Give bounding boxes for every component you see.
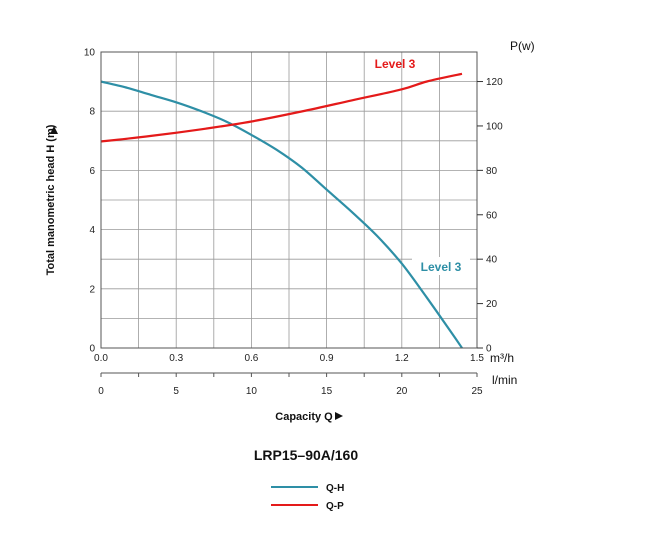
x-tick-label: 0.0 [94, 353, 108, 364]
secondary-x-tick-label: 25 [471, 386, 483, 397]
x-axis-title: Capacity Q [275, 411, 333, 423]
y-tick-label: 10 [84, 48, 96, 59]
y-tick-label: 6 [89, 166, 95, 177]
plot-frame [100, 51, 478, 349]
right-tick-label: 60 [486, 210, 498, 221]
right-tick-label: 80 [486, 166, 498, 177]
curves: Level 3 Level 3 [100, 57, 470, 349]
series-label-background [412, 257, 470, 275]
series-label-q-p: Level 3 [375, 57, 416, 71]
right-axis-title: P(w) [510, 39, 535, 53]
secondary-x-tick-label: 20 [396, 386, 408, 397]
y-tick-label: 2 [89, 284, 95, 295]
right-tick-label: 0 [486, 344, 492, 355]
x-tick-label: 0.3 [169, 353, 183, 364]
right-tick-label: 100 [486, 121, 503, 132]
legend: Q-H Q-P [271, 483, 344, 512]
right-tick-label: 20 [486, 299, 498, 310]
series-line-q-h [100, 80, 463, 349]
x-axis-unit: m³/h [490, 351, 514, 365]
secondary-x-tick-label: 5 [173, 386, 179, 397]
x-tick-label: 0.6 [244, 353, 258, 364]
series-label-q-h: Level 3 [421, 260, 462, 274]
x-tick-label: 1.5 [470, 353, 484, 364]
legend-label: Q-H [326, 483, 344, 494]
model-title: LRP15–90A/160 [254, 447, 359, 463]
series-line-q-p [100, 72, 463, 143]
y-tick-label: 0 [89, 344, 95, 355]
secondary-x-tick-label: 10 [246, 386, 258, 397]
legend-label: Q-P [326, 501, 344, 512]
x-axis-arrow-icon [335, 412, 343, 420]
right-tick-label: 120 [486, 77, 503, 88]
y-tick-label: 8 [89, 107, 95, 118]
x-tick-label: 1.2 [395, 353, 409, 364]
secondary-x-tick-label: 15 [321, 386, 333, 397]
secondary-x-tick-label: 0 [98, 386, 104, 397]
y-axis-arrow-icon [50, 126, 58, 134]
y-axis-title: Total manometric head H (m) [45, 124, 57, 275]
x-tick-label: 0.9 [320, 353, 334, 364]
right-tick-label: 40 [486, 255, 498, 266]
y-tick-label: 4 [89, 225, 95, 236]
x-axis-secondary-unit: l/min [492, 373, 517, 387]
